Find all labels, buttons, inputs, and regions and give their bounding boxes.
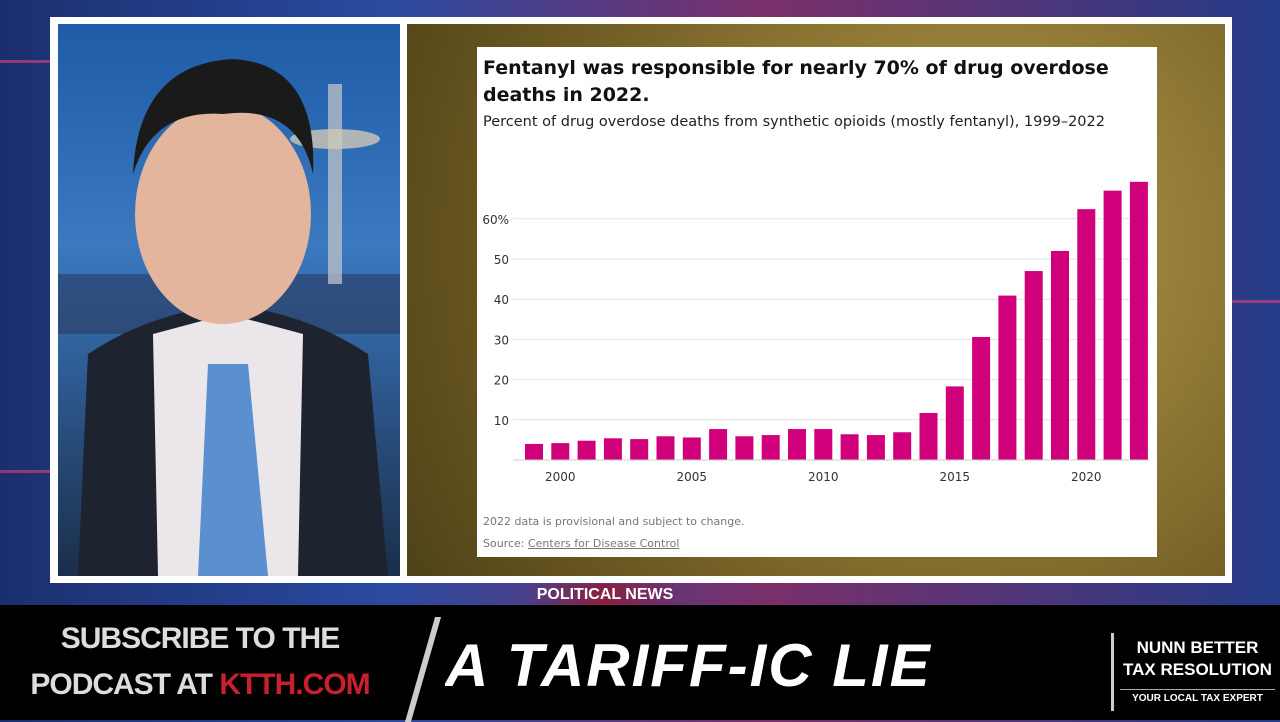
bar-2015 <box>945 386 964 460</box>
bar-2012 <box>866 435 885 460</box>
x-tick-label: 2015 <box>940 470 971 484</box>
bar-2009 <box>788 429 806 460</box>
chart-subtitle: Percent of drug overdose deaths from syn… <box>483 114 1105 130</box>
y-tick-label: 60% <box>482 213 509 227</box>
segment-label: POLITICAL NEWS <box>524 584 686 605</box>
bar-2007 <box>735 436 754 460</box>
background-streak <box>1232 300 1280 303</box>
bar-2008 <box>761 435 780 460</box>
headline: A TARIFF-IC LIE <box>445 633 932 699</box>
subscribe-prefix: PODCAST AT <box>30 668 220 701</box>
y-tick-label: 30 <box>494 333 509 347</box>
chart-card: Fentanyl was responsible for nearly 70% … <box>477 47 1157 557</box>
x-tick-label: 2010 <box>808 470 839 484</box>
bar-2004 <box>656 436 675 460</box>
bar-2017 <box>998 295 1017 460</box>
sponsor-divider <box>1111 633 1114 711</box>
chart-title: Fentanyl was responsible for nearly 70% … <box>483 57 1109 106</box>
sponsor-tagline: YOUR LOCAL TAX EXPERT <box>1120 689 1275 704</box>
bar-2005 <box>682 437 701 460</box>
chart-note: 2022 data is provisional and subject to … <box>483 515 745 528</box>
bar-2003 <box>630 439 649 460</box>
subscribe-line2: PODCAST AT KTTH.COM <box>20 665 380 705</box>
slash-divider <box>404 617 442 722</box>
bar-1999 <box>525 443 543 460</box>
bar-2006 <box>709 429 728 460</box>
sponsor-line1: NUNN BETTER <box>1136 638 1259 657</box>
bar-2002 <box>603 438 622 460</box>
lower-third: SUBSCRIBE TO THE PODCAST AT KTTH.COM A T… <box>0 605 1280 722</box>
bar-2022 <box>1129 181 1148 461</box>
anchor-video <box>58 24 400 576</box>
bar-chart: 10 20 30 40 50 60% 2000 2005 2010 2015 2020 <box>482 181 1149 484</box>
chart-source: Source: Centers for Disease Control <box>483 537 679 550</box>
bar-2010 <box>814 429 833 460</box>
background-streak <box>0 470 50 473</box>
bar-2020 <box>1077 209 1096 460</box>
subscribe-line1: SUBSCRIBE TO THE <box>60 622 340 655</box>
bar-2000 <box>551 443 570 460</box>
bar-2013 <box>893 432 912 460</box>
bar-2014 <box>919 412 938 460</box>
bar-2019 <box>1051 250 1069 460</box>
bar-2018 <box>1024 271 1043 460</box>
x-tick-label: 2005 <box>677 470 708 484</box>
bar-2021 <box>1103 190 1122 460</box>
sponsor-line2: TAX RESOLUTION <box>1123 660 1272 679</box>
y-tick-label: 20 <box>494 374 509 388</box>
bar-2016 <box>972 336 991 460</box>
y-tick-label: 50 <box>494 253 509 267</box>
y-tick-label: 10 <box>494 414 509 428</box>
background-streak <box>0 60 50 63</box>
x-tick-label: 2000 <box>545 470 576 484</box>
subscribe-url: KTTH.COM <box>219 668 370 701</box>
anchor-image <box>58 59 400 576</box>
x-tick-label: 2020 <box>1071 470 1102 484</box>
bar-2011 <box>840 434 859 460</box>
sponsor-logo: NUNN BETTER TAX RESOLUTION YOUR LOCAL TA… <box>1120 637 1275 704</box>
y-tick-label: 40 <box>494 293 509 307</box>
bar-2001 <box>577 440 596 460</box>
source-prefix: Source: <box>483 537 528 550</box>
source-link[interactable]: Centers for Disease Control <box>527 537 680 550</box>
